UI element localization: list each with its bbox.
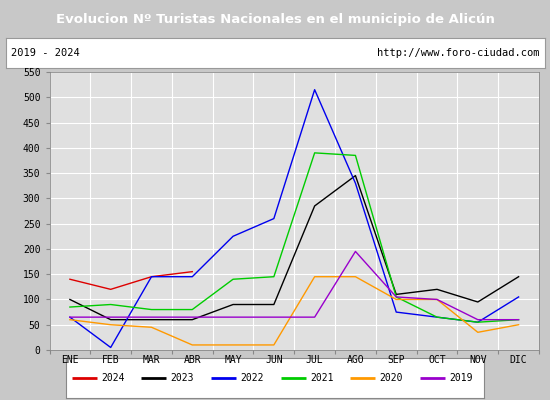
Text: 2024: 2024	[101, 373, 124, 383]
Text: 2021: 2021	[310, 373, 333, 383]
Text: 2020: 2020	[379, 373, 403, 383]
Text: 2022: 2022	[240, 373, 263, 383]
Text: 2019 - 2024: 2019 - 2024	[11, 48, 80, 58]
Text: 2023: 2023	[170, 373, 194, 383]
Text: http://www.foro-ciudad.com: http://www.foro-ciudad.com	[377, 48, 539, 58]
Text: 2019: 2019	[449, 373, 472, 383]
Text: Evolucion Nº Turistas Nacionales en el municipio de Alicún: Evolucion Nº Turistas Nacionales en el m…	[56, 12, 494, 26]
